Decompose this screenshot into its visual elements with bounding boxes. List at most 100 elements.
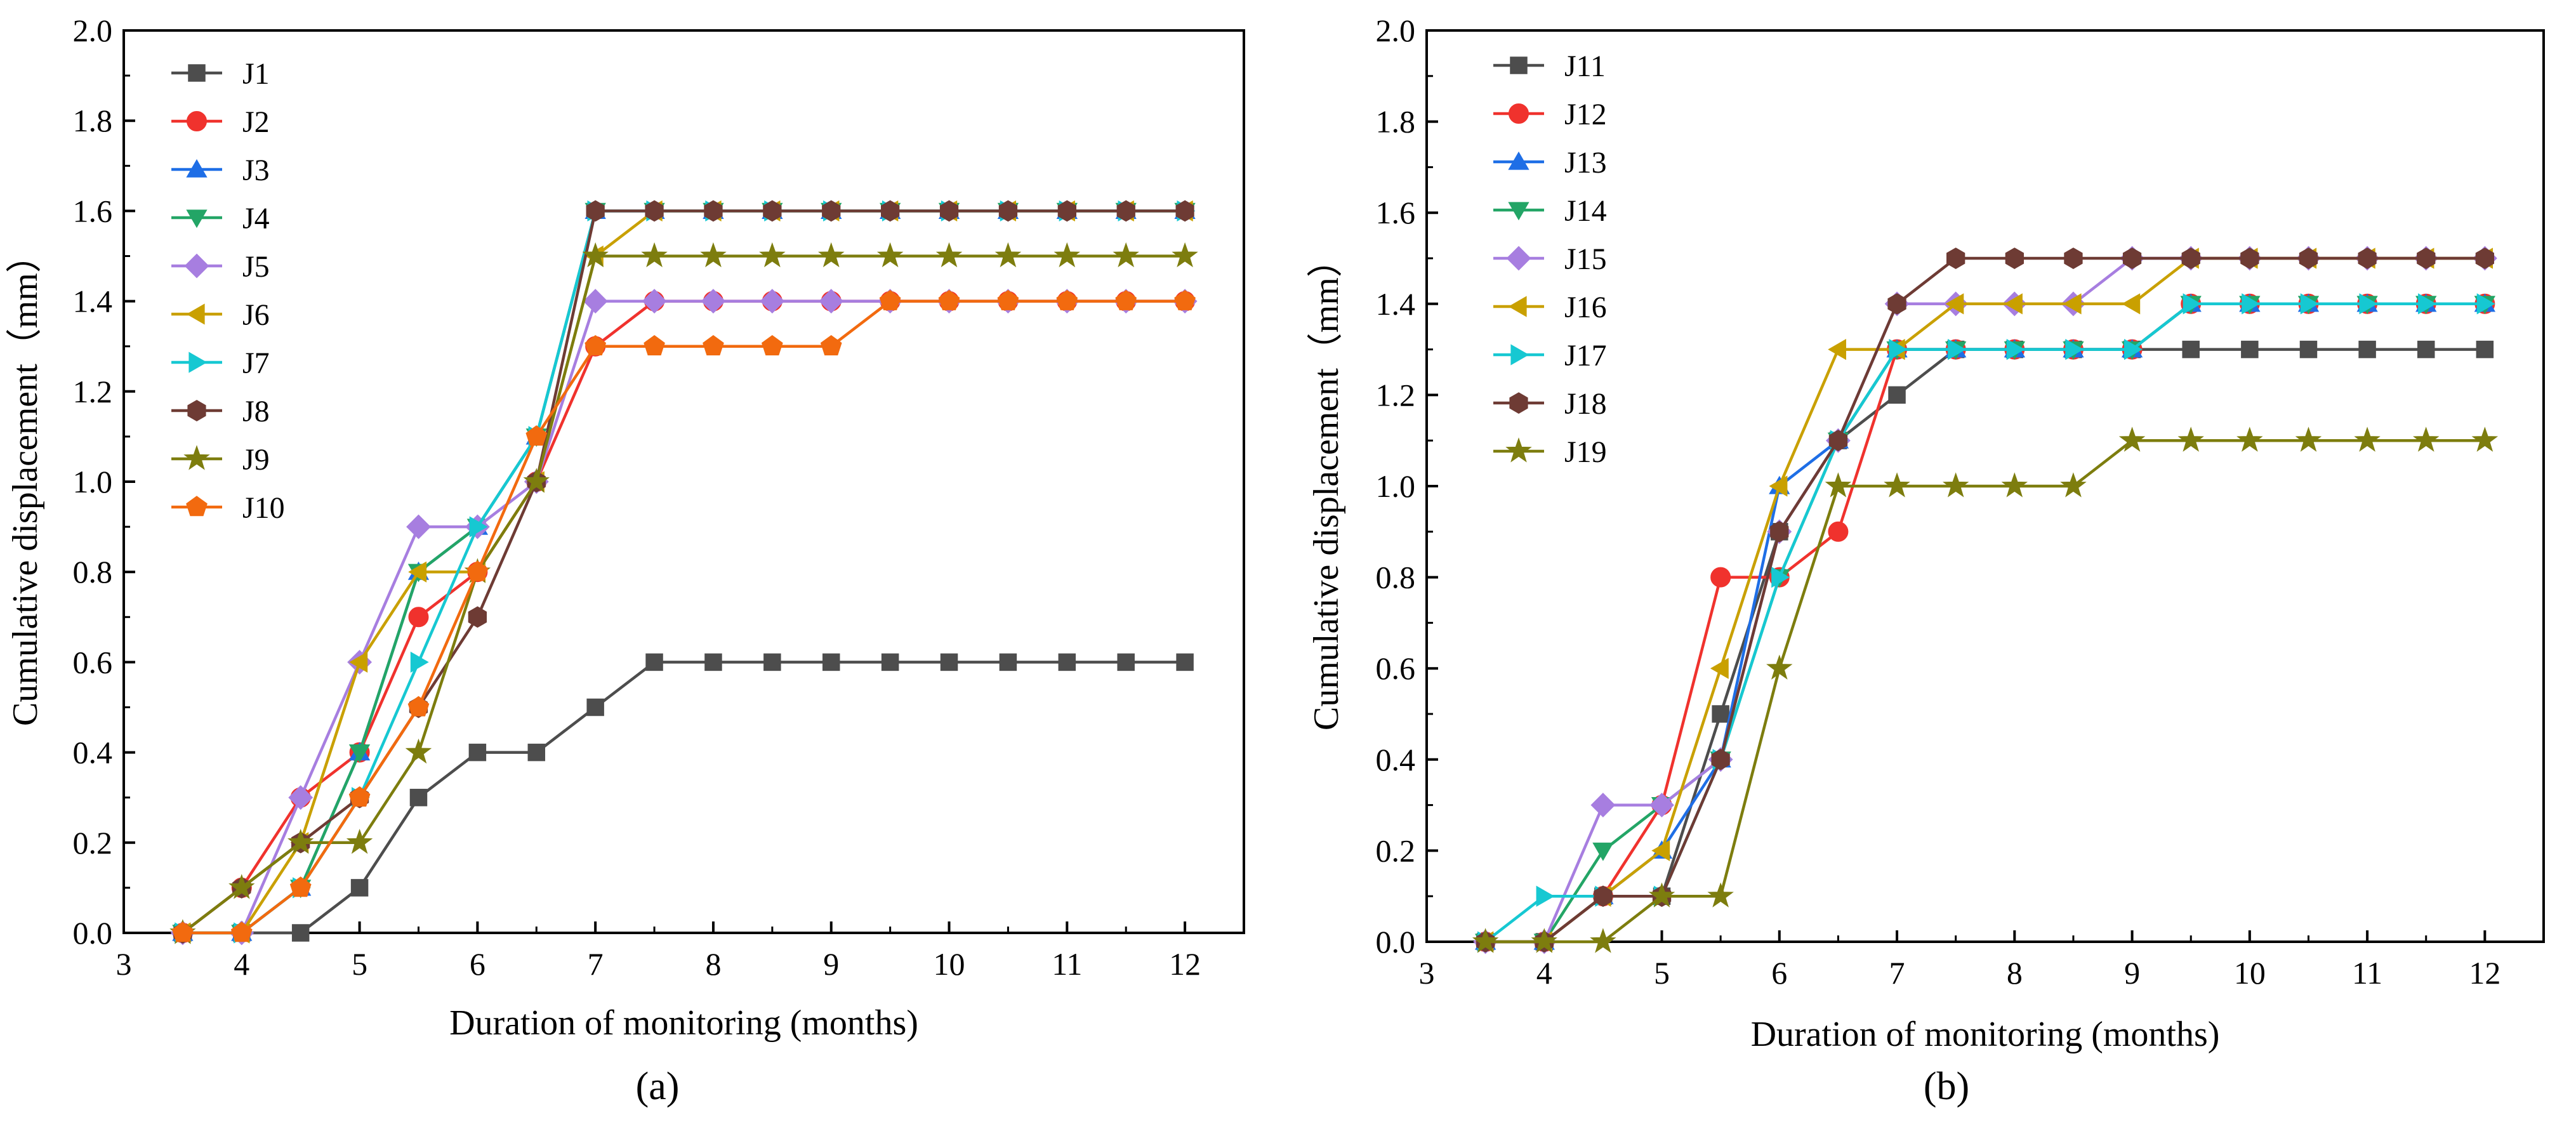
data-point-J8 <box>998 200 1018 222</box>
data-point-J19 <box>1884 472 1910 498</box>
data-point-J16 <box>2063 293 2082 315</box>
data-point-J18 <box>1594 885 1613 908</box>
data-point-J9 <box>582 242 609 268</box>
legend-label-J2: J2 <box>242 105 270 139</box>
series-J7 <box>175 200 1196 944</box>
legend-marker-J18 <box>1509 392 1528 414</box>
panel-a-legend: J1 J2 J3 J4 J5 J6 J7 J8 J9 J10 <box>171 57 285 525</box>
data-point-J19 <box>1943 472 1969 498</box>
legend-label-J4: J4 <box>242 202 270 235</box>
data-point-J1 <box>468 743 487 762</box>
panel-a-x-tick-label: 6 <box>470 946 485 982</box>
panel-b-y-tick-label: 1.6 <box>1376 195 1416 230</box>
data-point-J1 <box>586 698 604 716</box>
panel-a-chart: 3 4 5 6 7 8 9 10 11 12 0.0 0.2 0.4 0.6 0.8 1.0 1.2 1.4 1.6… <box>6 13 1245 1043</box>
data-point-J1 <box>1176 653 1194 671</box>
data-point-J1 <box>940 653 958 671</box>
panel-a-x-tick-label: 3 <box>116 946 132 982</box>
legend-marker-J10 <box>186 496 208 517</box>
data-point-J18 <box>2299 248 2318 269</box>
data-point-J8 <box>763 200 782 222</box>
legend-marker-J8 <box>187 400 206 421</box>
legend-label-J19: J19 <box>1564 435 1607 469</box>
panel-a-y-tick-label: 1.6 <box>73 193 113 228</box>
legend-marker-J6 <box>186 303 205 325</box>
data-point-J1 <box>763 653 781 671</box>
series-J16 <box>1475 248 2493 953</box>
legend-marker-J4 <box>186 209 208 228</box>
panel-a-x-tick-label: 11 <box>1052 946 1082 982</box>
data-point-J7 <box>469 516 488 538</box>
data-point-J10 <box>172 921 194 942</box>
data-point-J11 <box>2182 340 2200 359</box>
data-point-J12 <box>1710 567 1731 588</box>
data-point-J19 <box>1472 928 1499 953</box>
panel-a-y-tick-label: 1.0 <box>73 464 113 499</box>
legend-item-J17: J17 <box>1493 339 1607 373</box>
data-point-J14 <box>1592 842 1614 861</box>
data-point-J10 <box>230 921 253 942</box>
panel-a-x-tick-label: 8 <box>705 946 721 982</box>
data-point-J10 <box>407 696 430 716</box>
legend-label-J15: J15 <box>1564 242 1607 276</box>
data-point-J18 <box>2181 248 2200 269</box>
series-line-J9 <box>182 254 1186 934</box>
legend-label-J9: J9 <box>242 443 270 477</box>
series-J9 <box>169 242 1198 944</box>
panel-a-y-tick-label: 0.6 <box>73 644 113 680</box>
legend-item-J6: J6 <box>171 298 270 332</box>
data-point-J19 <box>1766 654 1793 680</box>
legend-label-J5: J5 <box>242 250 270 284</box>
legend-label-J3: J3 <box>242 154 270 187</box>
panel-a-y-tick-label: 0.0 <box>73 915 113 951</box>
panel-a-x-tick-label: 9 <box>823 946 839 982</box>
legend-item-J12: J12 <box>1493 98 1607 131</box>
panel-b-x-tick-label: 8 <box>2007 955 2023 991</box>
series-J15 <box>1473 246 2497 954</box>
series-line-J12 <box>1485 302 2485 944</box>
panel-label-b: (b) <box>1924 1065 1969 1108</box>
data-point-J1 <box>1117 653 1135 671</box>
series-line-J4 <box>182 209 1186 935</box>
data-point-J9 <box>523 468 550 493</box>
data-point-J17 <box>2242 293 2261 315</box>
panel-b-x-tick-label: 11 <box>2352 955 2382 991</box>
series-line-J3 <box>182 209 1186 935</box>
data-point-J10 <box>703 334 724 355</box>
data-point-J10 <box>879 289 901 310</box>
data-point-J5 <box>760 289 785 314</box>
data-point-J10 <box>997 289 1019 310</box>
panel-a-y-tick-label: 1.4 <box>73 284 113 319</box>
legend-item-J14: J14 <box>1493 194 1607 228</box>
legend-label-J14: J14 <box>1564 194 1607 228</box>
legend-item-J19: J19 <box>1493 435 1607 469</box>
legend-item-J10: J10 <box>171 491 285 525</box>
panel-b-x-tick-label: 6 <box>1771 955 1787 991</box>
data-point-J10 <box>938 289 960 310</box>
legend-marker-J16 <box>1508 296 1527 317</box>
panel-b-y-tick-label: 0.2 <box>1376 833 1416 868</box>
data-point-J18 <box>2064 248 2083 269</box>
data-point-J9 <box>405 738 432 764</box>
data-point-J19 <box>1707 882 1734 908</box>
legend-label-J16: J16 <box>1564 291 1607 324</box>
data-point-J9 <box>1172 242 1198 268</box>
data-point-J19 <box>1825 472 1852 498</box>
panel-a-y-tick-label: 0.8 <box>73 554 113 590</box>
data-point-J5 <box>288 785 314 810</box>
data-point-J8 <box>881 200 900 222</box>
panel-a-y-tick-label: 1.2 <box>73 374 113 409</box>
panel-b-y-tick-label: 0.0 <box>1376 924 1416 960</box>
data-point-J18 <box>2358 248 2377 269</box>
panel-b-y-tick-label: 0.4 <box>1376 742 1416 777</box>
series-line-J7 <box>182 209 1186 935</box>
panel-a-x-tick-label: 12 <box>1169 946 1201 982</box>
legend-marker-J17 <box>1510 344 1529 366</box>
data-point-J4 <box>348 744 371 763</box>
panel-b-y-tick-label: 0.6 <box>1376 650 1416 686</box>
data-point-J19 <box>1531 928 1557 953</box>
data-point-J10 <box>644 334 665 355</box>
series-line-J18 <box>1485 256 2485 944</box>
data-point-J1 <box>881 653 899 671</box>
series-line-J11 <box>1485 348 2485 944</box>
